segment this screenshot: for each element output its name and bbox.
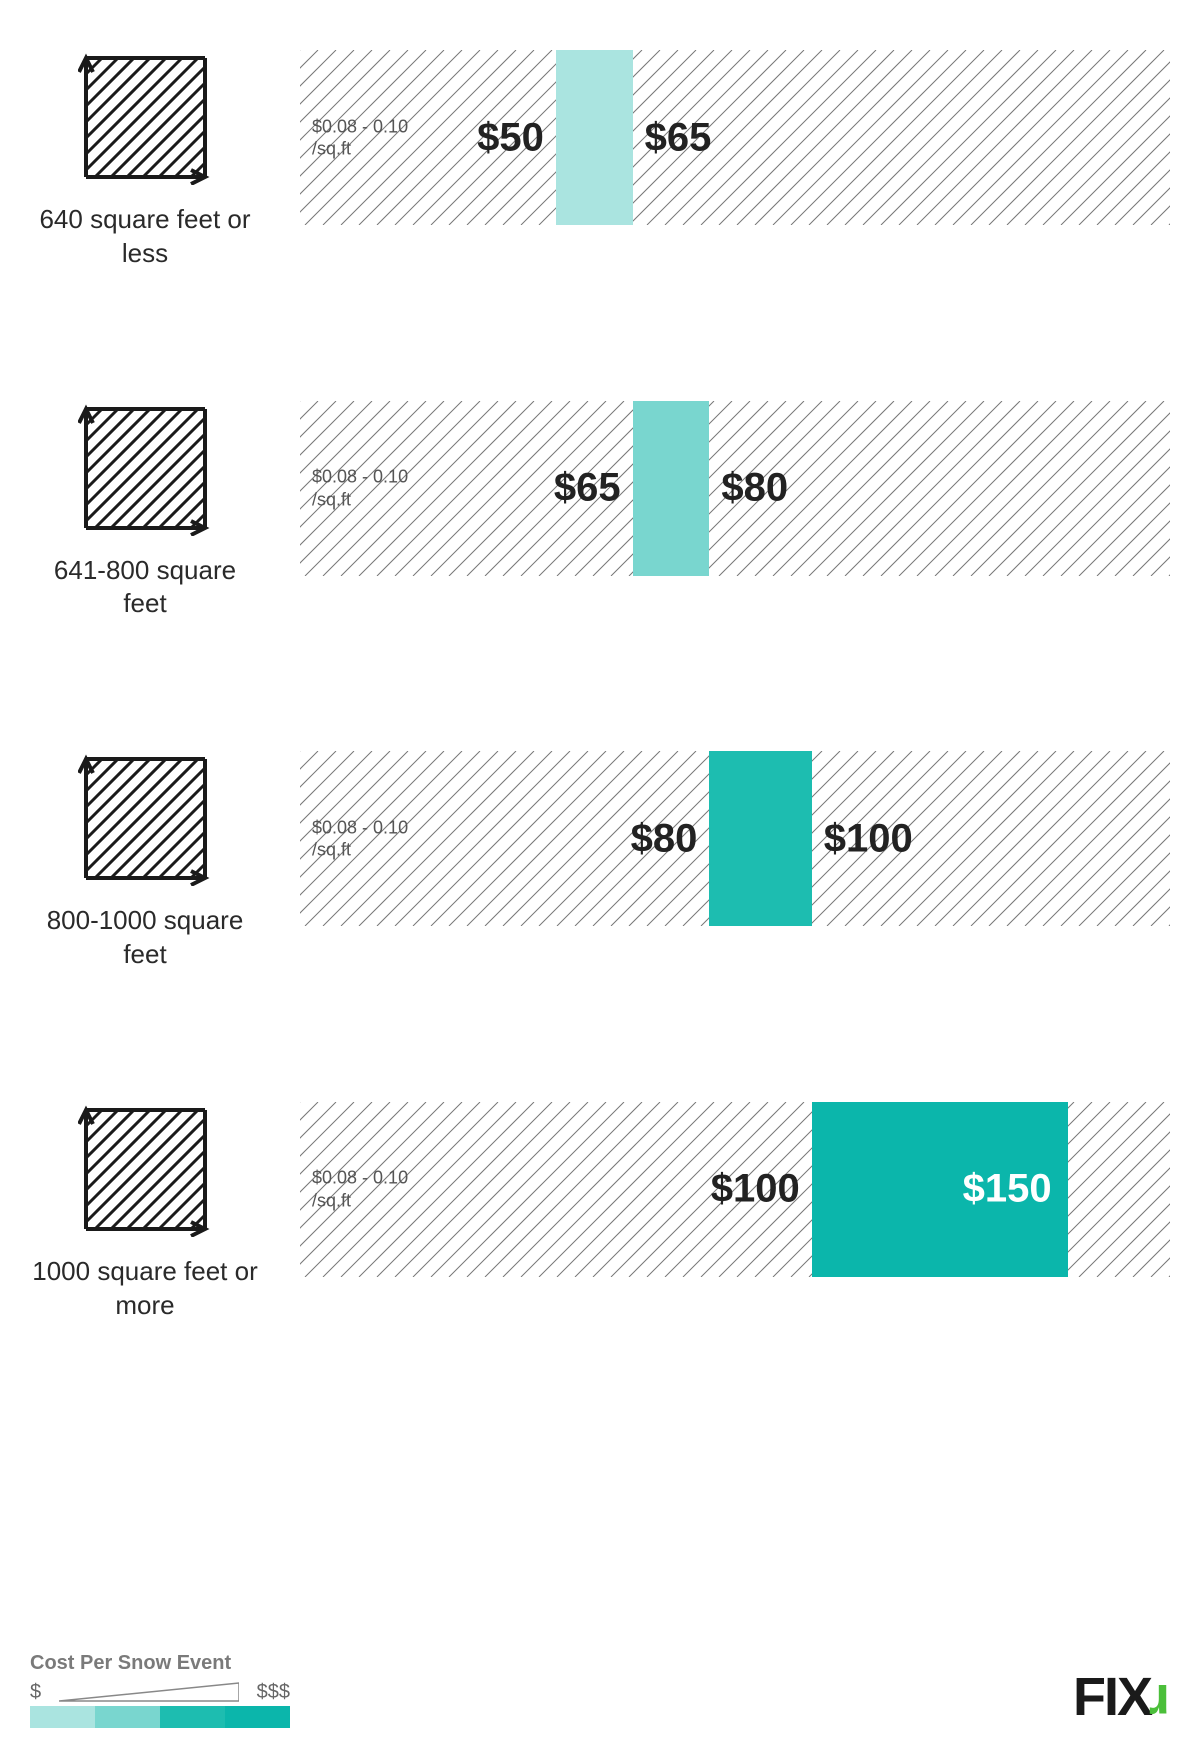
- hatched-background: [300, 50, 1170, 225]
- legend-color-swatch: [160, 1706, 225, 1728]
- pricing-row: 640 square feet or less $0.08 - 0.10/sq.f…: [30, 50, 1170, 271]
- pricing-row: 641-800 square feet $0.08 - 0.10/sq.ft $65…: [30, 401, 1170, 622]
- legend-high-symbol: $$$: [257, 1681, 290, 1704]
- price-high: $80: [709, 466, 788, 511]
- legend: Cost Per Snow Event $ $$$: [30, 1652, 290, 1728]
- footer: Cost Per Snow Event $ $$$ FIXr: [30, 1652, 1170, 1728]
- bar-area: $0.08 - 0.10/sq.ft $100 $150: [300, 1102, 1170, 1277]
- area-icon: [78, 1102, 213, 1237]
- row-label: 641-800 square feet: [30, 554, 260, 622]
- row-label: 640 square feet or less: [30, 203, 260, 271]
- price-low: $80: [631, 816, 710, 861]
- rate-text: $0.08 - 0.10/sq.ft: [312, 466, 408, 511]
- price-low: $65: [554, 466, 633, 511]
- pricing-row: 1000 square feet or more $0.08 - 0.10/sq.…: [30, 1102, 1170, 1323]
- area-icon: [78, 50, 213, 185]
- bar-area: $0.08 - 0.10/sq.ft $80 $100: [300, 751, 1170, 926]
- logo-text-fix: FIX: [1073, 1666, 1151, 1728]
- rate-text: $0.08 - 0.10/sq.ft: [312, 816, 408, 861]
- price-range-bar: [556, 50, 633, 225]
- legend-title: Cost Per Snow Event: [30, 1652, 290, 1675]
- legend-color-swatch: [30, 1706, 95, 1728]
- legend-scale: $ $$$: [30, 1681, 290, 1704]
- legend-color-bars: [30, 1706, 290, 1728]
- pricing-row: 800-1000 square feet $0.08 - 0.10/sq.ft $8…: [30, 751, 1170, 972]
- price-range-bar: [633, 401, 710, 576]
- row-left-column: 1000 square feet or more: [30, 1102, 260, 1323]
- row-left-column: 640 square feet or less: [30, 50, 260, 271]
- bar-area: $0.08 - 0.10/sq.ft $65 $80: [300, 401, 1170, 576]
- rows-container: 640 square feet or less $0.08 - 0.10/sq.f…: [30, 50, 1170, 1322]
- fixr-logo: FIXr: [1073, 1666, 1170, 1728]
- area-icon: [78, 751, 213, 886]
- price-high: $150: [963, 1167, 1068, 1212]
- legend-wedge-icon: [59, 1682, 239, 1702]
- row-left-column: 800-1000 square feet: [30, 751, 260, 972]
- price-low: $100: [711, 1167, 812, 1212]
- rate-text: $0.08 - 0.10/sq.ft: [312, 1167, 408, 1212]
- row-label: 800-1000 square feet: [30, 904, 260, 972]
- price-high: $65: [633, 115, 712, 160]
- rate-text: $0.08 - 0.10/sq.ft: [312, 115, 408, 160]
- price-high: $100: [812, 816, 913, 861]
- price-low: $50: [477, 115, 556, 160]
- row-left-column: 641-800 square feet: [30, 401, 260, 622]
- price-range-bar: [709, 751, 811, 926]
- logo-text-r: r: [1151, 1672, 1170, 1734]
- row-label: 1000 square feet or more: [30, 1255, 260, 1323]
- legend-low-symbol: $: [30, 1681, 41, 1704]
- area-icon: [78, 401, 213, 536]
- bar-area: $0.08 - 0.10/sq.ft $50 $65: [300, 50, 1170, 225]
- legend-color-swatch: [95, 1706, 160, 1728]
- legend-color-swatch: [225, 1706, 290, 1728]
